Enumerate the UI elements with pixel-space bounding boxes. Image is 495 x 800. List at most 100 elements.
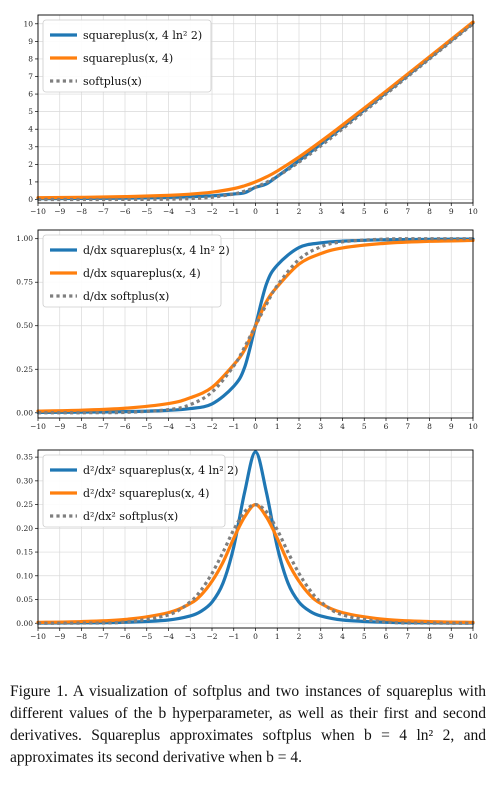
x-tick-label: 1	[275, 422, 280, 431]
x-tick-label: 3	[318, 207, 323, 216]
plot-frame	[37, 14, 474, 204]
x-tick-label: −3	[185, 207, 196, 216]
x-tick-label: −2	[206, 422, 217, 431]
legend-label: d/dx softplus(x)	[83, 290, 169, 303]
y-tick-label: 6	[28, 90, 33, 99]
figure: −10 −9 −8 −7 −6 −5 −4 −3 −2 −1 0 1 2 3 4 5 6 7 8 9 100123456…	[16, 14, 478, 641]
x-tick-label: −6	[119, 632, 130, 641]
x-tick-label: 8	[427, 422, 432, 431]
x-tick-label: 4	[340, 207, 345, 216]
x-tick-label: −8	[76, 422, 87, 431]
x-tick-label: −8	[76, 632, 87, 641]
x-tick-label: 2	[297, 422, 302, 431]
legend-label: d/dx squareplus(x, 4)	[83, 267, 201, 280]
y-tick-label: 0.50	[16, 321, 33, 330]
x-tick-label: −9	[54, 207, 65, 216]
y-tick-label: 1.00	[16, 234, 33, 243]
y-tick-label: 0.30	[16, 476, 33, 485]
y-tick-label: 2	[28, 160, 33, 169]
y-tick-label: 7	[28, 72, 33, 81]
series-line-3	[37, 502, 474, 625]
legend-label: squareplus(x, 4 ln² 2)	[83, 29, 202, 42]
legend-label: squareplus(x, 4)	[83, 52, 173, 65]
legend-label: softplus(x)	[83, 75, 142, 88]
legend-label: d²/dx² squareplus(x, 4 ln² 2)	[83, 464, 238, 477]
x-tick-label: 9	[449, 422, 454, 431]
x-tick-label: 6	[384, 207, 389, 216]
x-tick-label: −6	[119, 207, 130, 216]
x-tick-label: 9	[449, 207, 454, 216]
x-tick-label: −10	[30, 207, 46, 216]
x-tick-label: −9	[54, 632, 65, 641]
y-tick-label: 0.75	[16, 278, 33, 287]
x-tick-label: 0	[253, 632, 258, 641]
x-tick-label: −5	[141, 207, 152, 216]
x-tick-label: −4	[163, 207, 174, 216]
x-tick-label: −4	[163, 422, 174, 431]
x-tick-label: 8	[427, 632, 432, 641]
y-tick-label: 0.20	[16, 524, 33, 533]
x-tick-label: 3	[318, 422, 323, 431]
y-tick-label: 0.25	[16, 500, 33, 509]
x-tick-label: −7	[98, 422, 109, 431]
x-tick-label: 7	[405, 422, 410, 431]
y-tick-label: 0	[28, 195, 33, 204]
x-tick-label: −5	[141, 632, 152, 641]
x-tick-label: 10	[468, 207, 478, 216]
y-tick-label: 10	[23, 19, 33, 28]
series-line-1	[36, 450, 475, 625]
x-tick-label: −5	[141, 422, 152, 431]
chart-panel-3: −10 −9 −8 −7 −6 −5 −4 −3 −2 −1 0 1 2 3 4 5 6 7 8 9 100.000.0…	[16, 449, 478, 641]
legend-box	[42, 234, 222, 308]
chart-panel-1: −10 −9 −8 −7 −6 −5 −4 −3 −2 −1 0 1 2 3 4 5 6 7 8 9 100123456…	[23, 14, 478, 216]
x-tick-label: −3	[185, 422, 196, 431]
y-tick-label: 0.35	[16, 453, 33, 462]
x-tick-label: 0	[253, 422, 258, 431]
legend: d/dx squareplus(x, 4 ln² 2) d/dx squarepl…	[42, 234, 230, 308]
y-tick-label: 0.05	[16, 595, 33, 604]
y-tick-label: 0.25	[16, 365, 33, 374]
y-tick-label: 9	[28, 37, 33, 46]
plot-frame	[37, 229, 474, 419]
x-tick-label: −6	[119, 422, 130, 431]
x-tick-label: −1	[228, 632, 239, 641]
y-tick-label: 5	[28, 107, 33, 116]
plot-frame	[37, 449, 474, 629]
x-tick-label: 5	[362, 422, 367, 431]
y-tick-label: 8	[28, 54, 33, 63]
x-tick-label: −2	[206, 632, 217, 641]
series-line-3	[37, 22, 475, 202]
x-tick-label: 10	[468, 422, 478, 431]
x-tick-label: 1	[275, 632, 280, 641]
y-tick-label: 0.00	[16, 619, 33, 628]
x-tick-label: −10	[30, 632, 46, 641]
y-tick-label: 0.10	[16, 571, 33, 580]
x-tick-label: −10	[30, 422, 46, 431]
y-tick-label: 1	[28, 177, 33, 186]
legend-label: d/dx squareplus(x, 4 ln² 2)	[83, 244, 230, 257]
x-tick-label: 2	[297, 207, 302, 216]
x-tick-label: −1	[228, 422, 239, 431]
legend: squareplus(x, 4 ln² 2) squareplus(x, 4) so…	[42, 19, 212, 93]
x-tick-label: 10	[468, 632, 478, 641]
legend-box	[42, 19, 212, 93]
x-tick-label: 8	[427, 207, 432, 216]
legend-label: d²/dx² squareplus(x, 4)	[83, 487, 209, 500]
legend-label: d²/dx² softplus(x)	[83, 510, 178, 523]
figure-caption: Figure 1. A visualization of softplus an…	[10, 683, 486, 766]
y-tick-label: 0.15	[16, 548, 33, 557]
series-line-3	[37, 237, 474, 415]
y-tick-label: 4	[28, 125, 33, 134]
legend: d²/dx² squareplus(x, 4 ln² 2) d²/dx² squa…	[42, 454, 238, 528]
x-tick-label: 0	[253, 207, 258, 216]
x-tick-label: −9	[54, 422, 65, 431]
x-tick-label: 5	[362, 632, 367, 641]
x-tick-label: −7	[98, 207, 109, 216]
x-tick-label: −4	[163, 632, 174, 641]
x-tick-label: 4	[340, 632, 345, 641]
chart-panel-2: −10 −9 −8 −7 −6 −5 −4 −3 −2 −1 0 1 2 3 4 5 6 7 8 9 100.000.2…	[16, 229, 478, 431]
x-tick-label: 4	[340, 422, 345, 431]
x-tick-label: 6	[384, 632, 389, 641]
x-tick-label: 6	[384, 422, 389, 431]
x-tick-label: −1	[228, 207, 239, 216]
